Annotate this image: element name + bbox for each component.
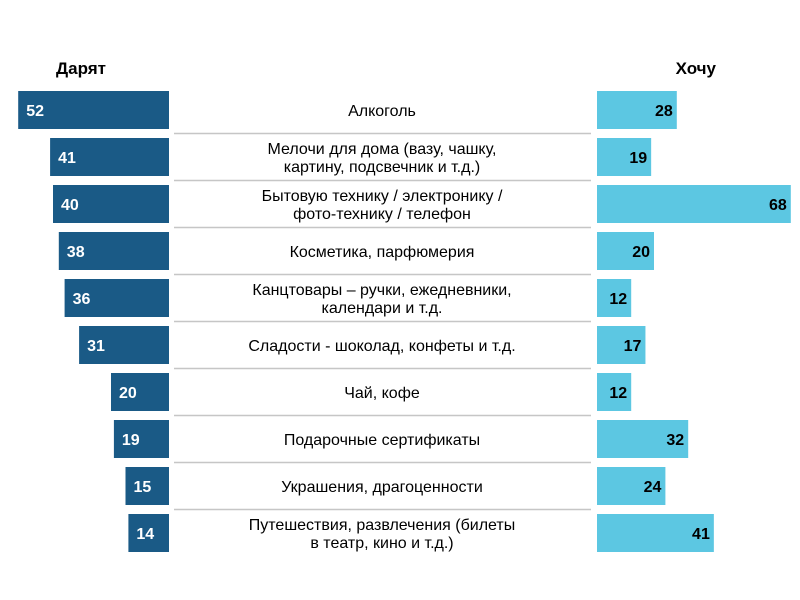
category-label: Косметика, парфюмерия — [290, 244, 475, 261]
right-bar-value: 41 — [692, 526, 710, 543]
right-bar-value: 32 — [666, 432, 684, 449]
chart-rows: 52 28 Алкоголь 41 19 Мелочи для дома (вазу, ч… — [18, 91, 791, 552]
right-series-header: Хочу — [676, 59, 717, 78]
left-bar — [79, 326, 169, 364]
left-bar — [58, 232, 169, 270]
right-bar — [597, 279, 632, 317]
left-bar-value: 31 — [87, 338, 105, 355]
left-bar-value: 15 — [134, 479, 152, 496]
category-label: Алкоголь — [348, 103, 416, 120]
right-bar — [597, 514, 714, 552]
left-bar-value: 36 — [73, 291, 91, 308]
left-bar — [128, 514, 169, 552]
right-bar — [597, 467, 666, 505]
category-label: Чай, кофе — [344, 385, 420, 402]
category-label: Подарочные сертификаты — [284, 432, 480, 449]
left-bar — [111, 373, 169, 411]
left-bar-value: 19 — [122, 432, 140, 449]
left-bar — [125, 467, 169, 505]
right-bar-value: 19 — [629, 150, 647, 167]
right-bar — [597, 373, 632, 411]
right-bar — [597, 326, 646, 364]
right-bar — [597, 185, 791, 223]
left-bar — [64, 279, 169, 317]
left-bar — [113, 420, 169, 458]
category-label: Путешествия, развлечения (билеты в театр,… — [249, 517, 515, 552]
left-bar-value: 14 — [136, 526, 154, 543]
category-label: Мелочи для дома (вазу, чашку, картину, по… — [268, 141, 497, 176]
left-bar — [53, 185, 169, 223]
right-bar-value: 68 — [769, 197, 787, 214]
left-bar — [50, 138, 169, 176]
right-bar-value: 12 — [609, 385, 627, 402]
right-bar-value: 20 — [632, 244, 650, 261]
category-label: Бытовую технику / электронику / фото-техн… — [262, 188, 503, 223]
right-bar — [597, 91, 677, 129]
right-bar — [597, 138, 652, 176]
right-bar-value: 17 — [624, 338, 642, 355]
category-label: Украшения, драгоценности — [281, 479, 483, 496]
left-bar-value: 20 — [119, 385, 137, 402]
left-bar-value: 38 — [67, 244, 85, 261]
left-bar — [18, 91, 170, 129]
right-bar — [597, 420, 689, 458]
right-bar — [597, 232, 654, 270]
category-label: Сладости - шоколад, конфеты и т.д. — [248, 338, 515, 355]
right-bar-value: 24 — [644, 479, 662, 496]
category-label: Канцтовары – ручки, ежедневники, календар… — [252, 282, 511, 317]
left-bar-value: 52 — [26, 103, 44, 120]
right-bar-value: 12 — [609, 291, 627, 308]
left-series-header: Дарят — [56, 59, 106, 78]
left-bar-value: 41 — [58, 150, 76, 167]
right-bar-value: 28 — [655, 103, 673, 120]
left-bar-value: 40 — [61, 197, 79, 214]
